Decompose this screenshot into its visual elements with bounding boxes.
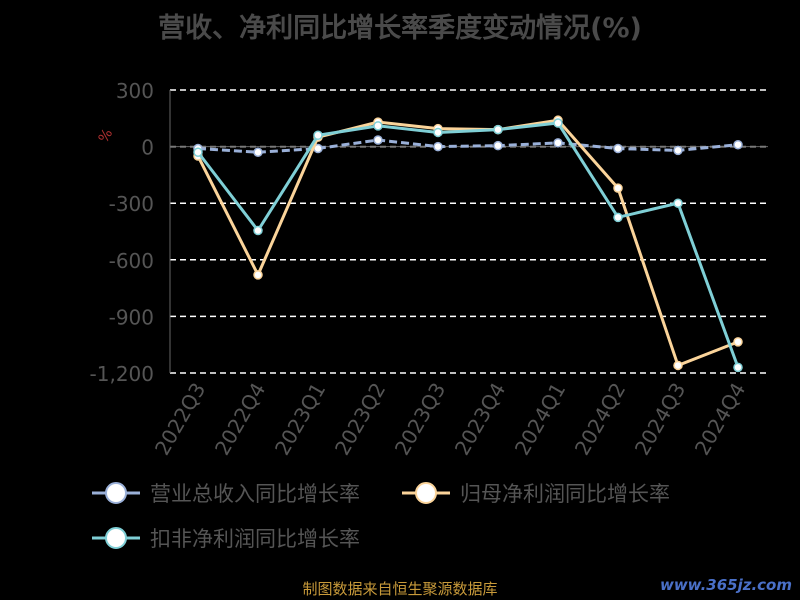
data-point [253,147,263,158]
data-point [433,141,443,152]
data-point [553,138,563,148]
x-tick-label: 2023Q1 [270,379,330,460]
x-tick-label: 2024Q4 [690,379,750,460]
data-point [733,139,743,150]
legend-label: 营业总收入同比增长率 [150,482,360,506]
data-source-note: 制图数据来自恒生聚源数据库 [302,580,498,598]
watermark: www.365jz.com [659,576,792,594]
data-point [613,143,623,154]
data-point [253,270,263,280]
y-tick-label: 0 [141,136,154,160]
data-point [613,183,623,193]
data-point [673,145,683,156]
chart-title: 营收、净利同比增长率季度变动情况(%) [158,13,642,44]
x-tick-label: 2024Q1 [510,379,570,460]
x-tick-label: 2023Q3 [390,379,450,460]
legend-swatch-marker [415,482,437,504]
data-point [493,124,503,135]
x-tick-label: 2022Q3 [150,379,210,460]
series-line-2 [196,118,739,368]
data-point [613,212,623,223]
y-tick-label: -1,200 [90,362,154,386]
legend-label: 归母净利润同比增长率 [460,482,670,506]
data-point [673,198,683,208]
y-tick-label: -300 [109,192,154,216]
unit-mark: % [96,126,117,146]
data-point [253,225,263,236]
x-tick-label: 2023Q4 [450,379,510,460]
x-tick-label: 2023Q2 [330,379,390,460]
data-point [733,362,743,373]
data-point [673,360,683,371]
data-point [493,140,503,151]
data-point [373,135,383,145]
data-point [553,118,563,128]
data-point [733,337,743,347]
data-point [313,130,323,141]
legend-swatch-marker [105,527,127,549]
x-tick-label: 2022Q4 [210,379,270,460]
y-tick-label: -900 [109,305,154,329]
x-tick-label: 2024Q3 [630,379,690,460]
data-point [193,147,203,158]
series-line-3 [196,121,740,368]
y-tick-label: 300 [116,79,154,103]
x-tick-label: 2024Q2 [570,379,630,460]
legend-label: 扣非净利润同比增长率 [150,527,360,551]
series-line-1 [197,138,739,154]
data-point [373,121,383,131]
y-tick-label: -600 [109,249,154,273]
data-point [433,127,443,138]
legend-swatch-marker [105,482,127,504]
